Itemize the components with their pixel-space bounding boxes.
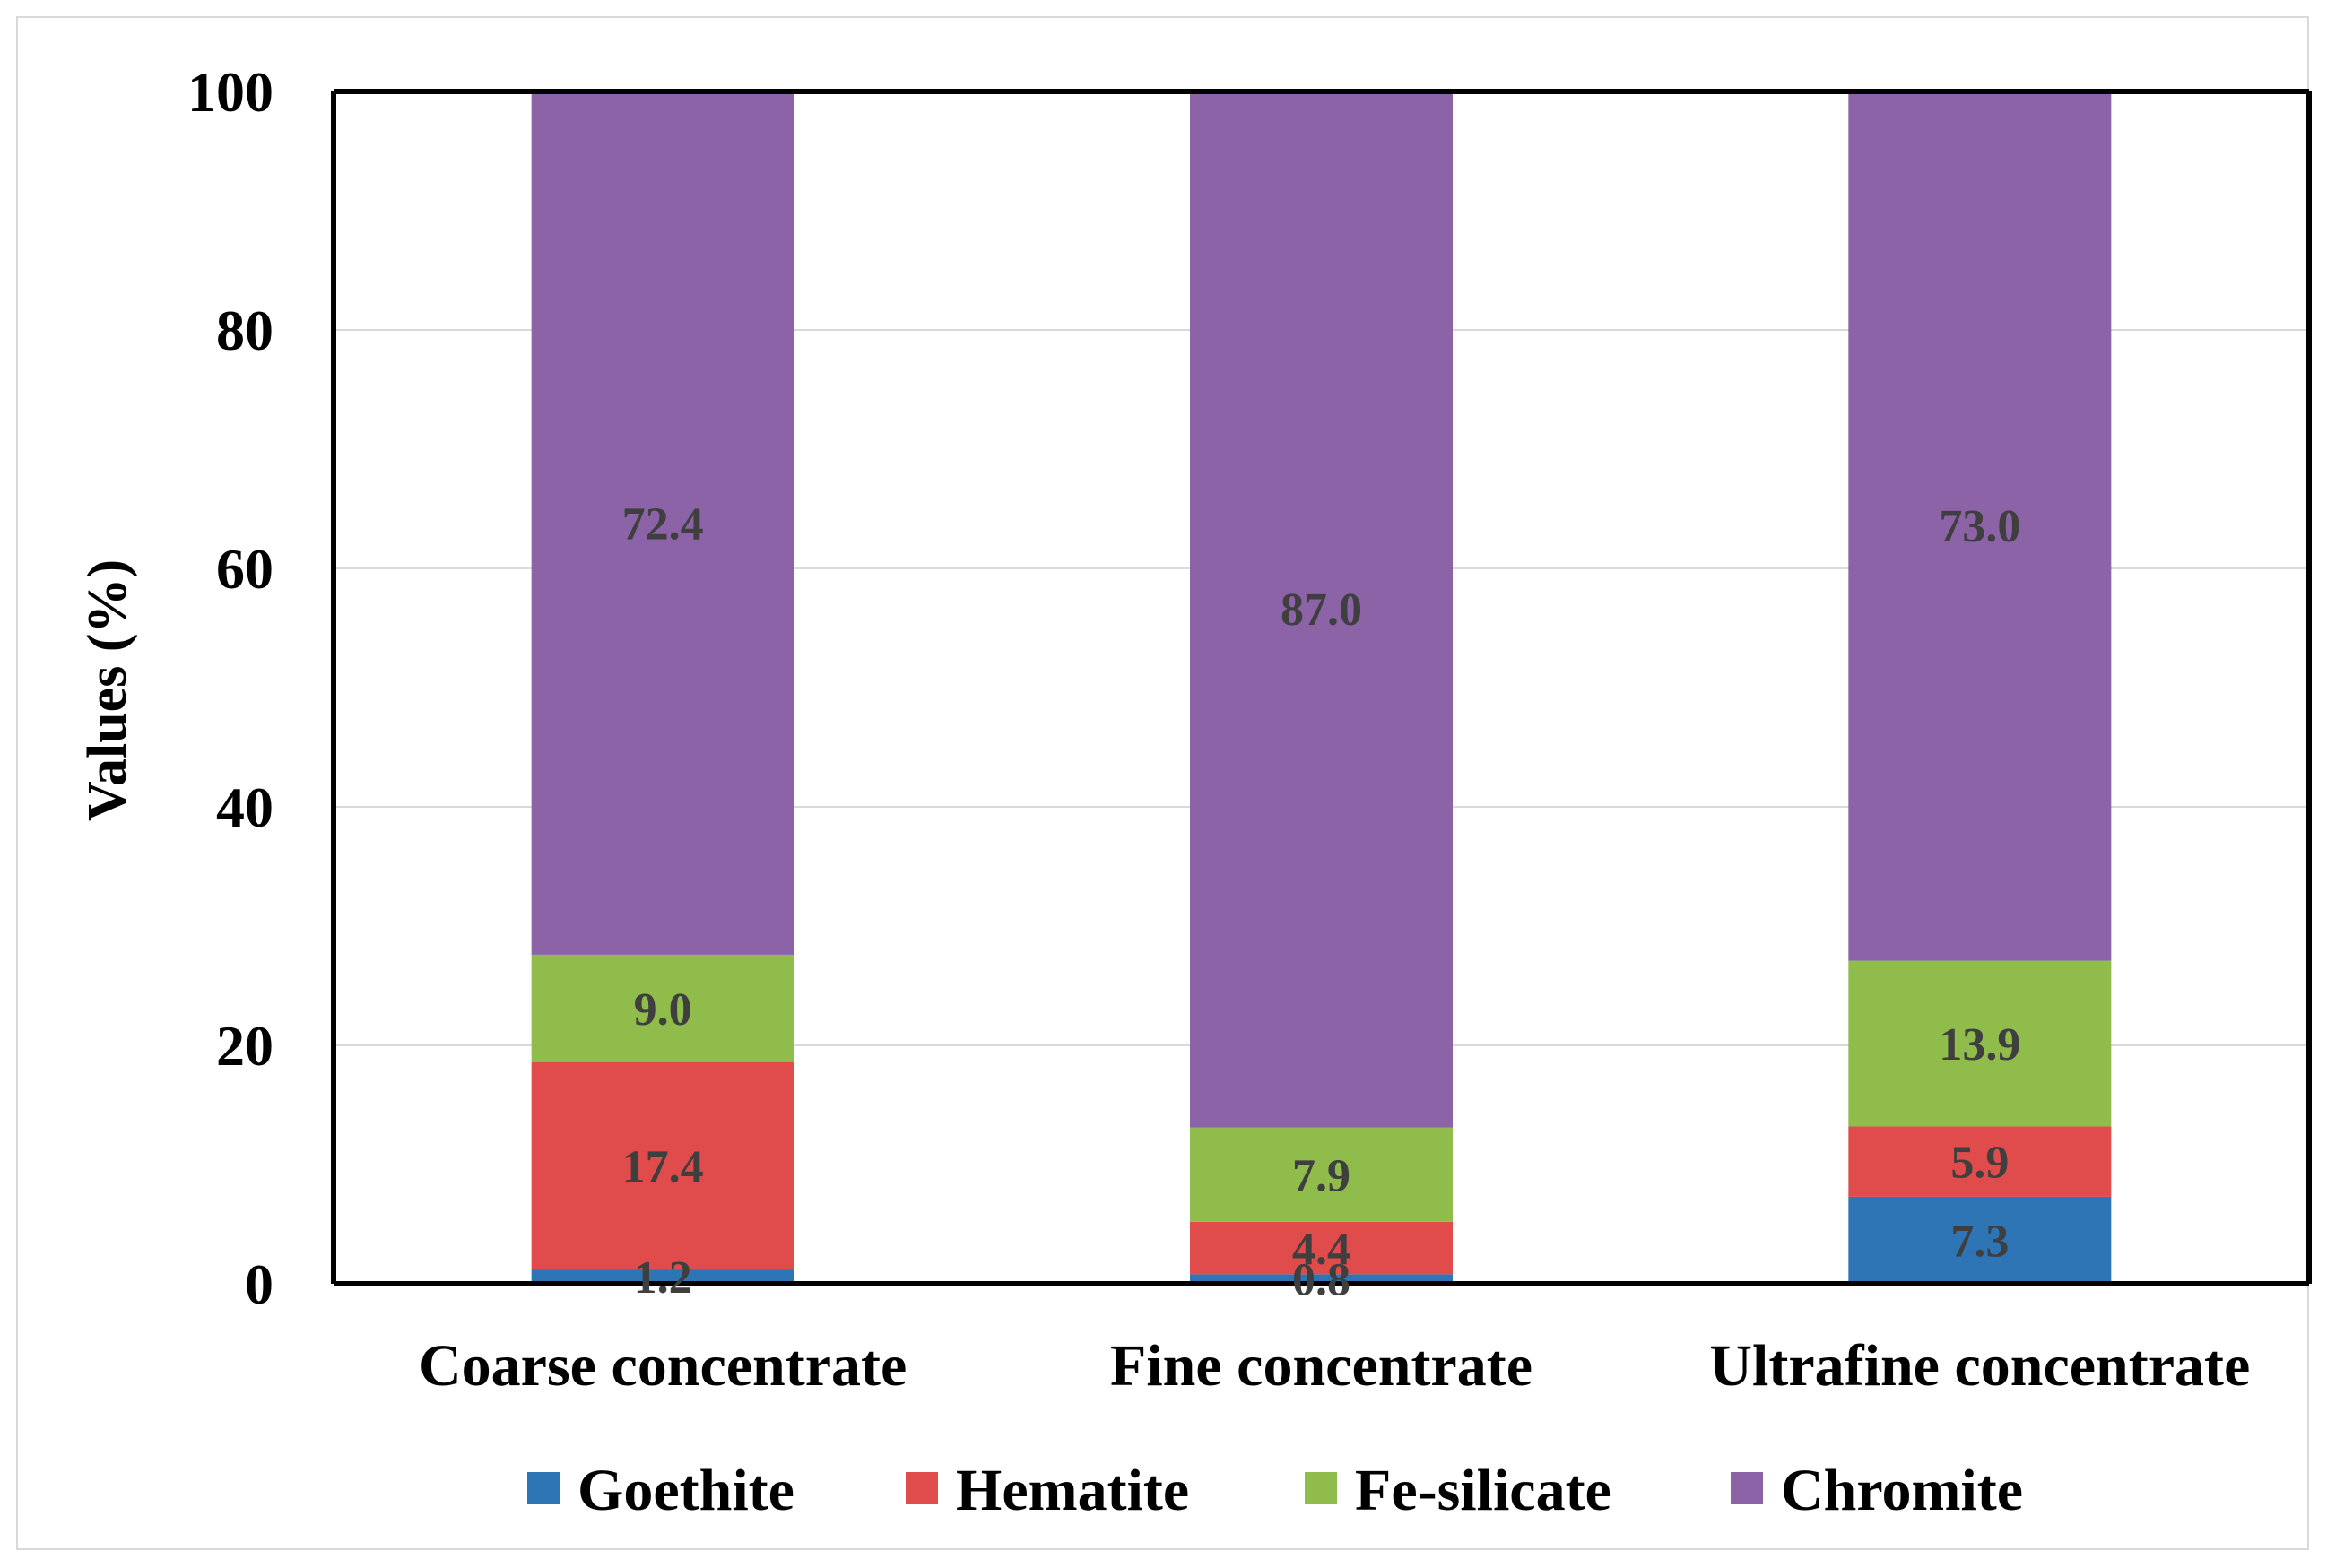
legend: Goethite Hematite Fe-silicate Chromite [527, 1458, 2023, 1523]
data-label-goethite-2: 0.8 [1292, 1255, 1350, 1306]
bar-fe-silicate-1 [531, 954, 794, 1062]
data-labels: 1.2 17.4 9.0 72.4 0.84.4 7.9 87.0 7.3 5.9 13.9 73.… [622, 498, 2021, 1305]
bars [531, 90, 2112, 1284]
y-tick-label-80: 80 [216, 299, 274, 362]
y-tick-label-60: 60 [216, 537, 274, 601]
y-tick-label-0: 0 [245, 1252, 274, 1316]
bar-fe-silicate-2 [1190, 1127, 1453, 1222]
category-labels: Coarse concentrate Fine concentrate Ultraf… [419, 1333, 2250, 1399]
legend-swatch-chromite [1731, 1472, 1763, 1504]
bar-goethite-1 [531, 1269, 794, 1284]
bar-chromite-3 [1848, 90, 2112, 961]
y-tick-label-40: 40 [216, 775, 274, 839]
data-label-chromite-1: 72.4 [622, 498, 704, 550]
legend-swatch-goethite [527, 1472, 560, 1504]
data-label-hematite-3: 5.9 [1950, 1138, 2009, 1189]
legend-swatch-fe-silicate [1305, 1472, 1337, 1504]
bar-hematite-2 [1190, 1221, 1453, 1275]
bar-hematite-3 [1848, 1126, 2112, 1197]
y-tick-label-20: 20 [216, 1014, 274, 1078]
bar-fe-silicate-3 [1848, 960, 2112, 1127]
data-label-fe-silicate-1: 9.0 [634, 984, 692, 1035]
y-tick-labels: 0 20 40 60 80 100 [187, 60, 274, 1316]
category-label-3: Ultrafine concentrate [1709, 1333, 2250, 1399]
bar-goethite-3 [1848, 1196, 2112, 1284]
data-label-fe-silicate-3: 13.9 [1939, 1019, 2020, 1070]
bar-goethite-2 [1190, 1274, 1453, 1284]
legend-label-chromite: Chromite [1781, 1458, 2023, 1523]
category-label-1: Coarse concentrate [419, 1333, 907, 1399]
data-label-goethite-3: 7.3 [1950, 1216, 2009, 1267]
bar-chromite-1 [531, 91, 794, 955]
data-label-hematite-1: 17.4 [622, 1141, 704, 1192]
axes [331, 89, 2312, 1286]
legend-label-hematite: Hematite [956, 1458, 1189, 1523]
data-label-chromite-3: 73.0 [1939, 501, 2020, 552]
legend-swatch-hematite [906, 1472, 938, 1504]
legend-label-fe-silicate: Fe-silicate [1355, 1458, 1611, 1523]
bar-chromite-2 [1190, 90, 1453, 1128]
y-axis-title: Values (%) [77, 559, 138, 821]
y-tick-label-100: 100 [187, 60, 274, 124]
category-label-2: Fine concentrate [1110, 1333, 1533, 1399]
legend-label-goethite: Goethite [577, 1458, 794, 1523]
data-label-chromite-2: 87.0 [1281, 585, 1362, 636]
data-label-hematite-2: 4.4 [1292, 1224, 1350, 1275]
data-label-fe-silicate-2: 7.9 [1292, 1150, 1350, 1201]
bar-hematite-1 [531, 1061, 794, 1270]
data-label-goethite-1: 1.2 [634, 1252, 692, 1304]
